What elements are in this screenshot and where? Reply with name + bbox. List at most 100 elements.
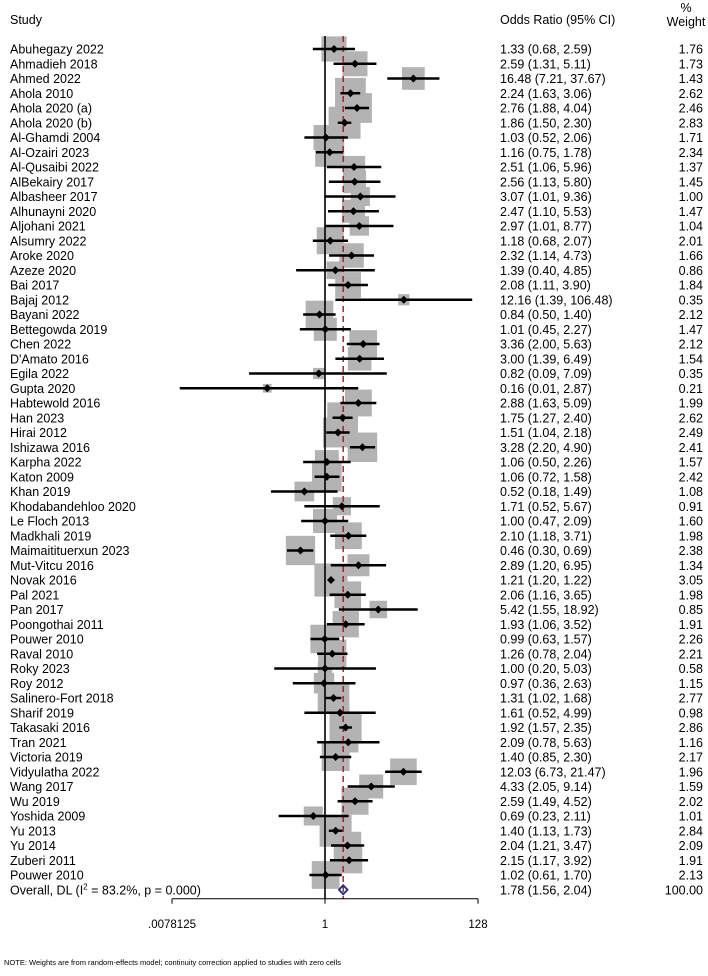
study-ci: 12.03 (6.73, 21.47): [500, 765, 606, 779]
study-ci: 3.07 (1.01, 9.36): [500, 190, 592, 204]
study-name: Han 2023: [10, 411, 64, 425]
study-ci: 0.82 (0.09, 7.09): [500, 367, 592, 381]
x-tick-label: .0078125: [148, 919, 196, 931]
study-ci: 1.92 (1.57, 2.35): [500, 721, 592, 735]
point-estimate: [327, 576, 336, 584]
point-estimate: [331, 753, 340, 761]
point-estimate: [344, 738, 353, 747]
point-estimate: [329, 694, 338, 702]
study-weight: 2.77: [679, 692, 703, 706]
point-estimate: [331, 266, 340, 275]
point-estimate: [353, 104, 362, 112]
study-name: Aljohani 2021: [10, 220, 86, 234]
study-name: Mut-Vitcu 2016: [10, 559, 94, 573]
study-ci: 1.03 (0.52, 2.06): [500, 131, 592, 145]
study-name: Bajaj 2012: [10, 293, 69, 307]
point-estimate: [320, 635, 329, 643]
point-estimate: [358, 443, 367, 452]
point-estimate: [351, 797, 360, 806]
overall-ci: 1.78 (1.56, 2.04): [500, 883, 592, 897]
study-weight: 1.43: [679, 72, 703, 86]
point-estimate: [333, 428, 342, 437]
study-weight: 1.08: [679, 485, 703, 499]
study-weight: 0.86: [679, 264, 703, 278]
study-ci: 0.97 (0.36, 2.63): [500, 677, 592, 691]
study-name: Raval 2010: [10, 647, 73, 661]
study-ci: 2.56 (1.13, 5.80): [500, 175, 592, 189]
study-weight: 1.99: [679, 397, 703, 411]
study-name: Al-Ghamdi 2004: [10, 131, 100, 145]
study-ci: 2.76 (1.88, 4.04): [500, 102, 592, 116]
study-ci: 2.59 (1.49, 4.52): [500, 795, 592, 809]
study-weight: 2.62: [679, 87, 703, 101]
study-name: Bayani 2022: [10, 308, 80, 322]
study-name: Ahmed 2022: [10, 72, 81, 86]
study-name: Zuberi 2011: [10, 854, 76, 868]
study-weight: 2.17: [679, 751, 703, 765]
study-name: Tran 2021: [10, 736, 67, 750]
point-estimate: [263, 384, 272, 393]
study-name: Alsumry 2022: [10, 234, 86, 248]
study-weight: 2.12: [679, 308, 703, 322]
study-weight: 1.98: [679, 588, 703, 602]
point-estimate: [351, 59, 360, 68]
study-ci: 0.52 (0.18, 1.49): [500, 485, 592, 499]
point-estimate: [350, 177, 359, 186]
study-name: Maimaitituerxun 2023: [10, 544, 130, 558]
point-estimate: [347, 251, 356, 260]
point-estimate: [321, 325, 330, 334]
study-weight: 2.02: [679, 795, 703, 809]
study-weight: 2.12: [679, 338, 703, 352]
study-ci: 2.89 (1.20, 6.95): [500, 559, 592, 573]
study-ci: 1.01 (0.45, 2.27): [500, 323, 592, 337]
study-name: Madkhali 2019: [10, 529, 91, 543]
study-name: Al-Ozairi 2023: [10, 146, 89, 160]
study-weight: 1.71: [679, 131, 703, 145]
point-estimate: [322, 472, 331, 481]
study-name: Roy 2012: [10, 677, 64, 691]
study-ci: 0.84 (0.50, 1.40): [500, 308, 592, 322]
header-weight-percent: %: [680, 1, 691, 15]
study-name: Poongothai 2011: [10, 618, 104, 632]
study-ci: 1.00 (0.47, 2.09): [500, 515, 592, 529]
point-estimate: [349, 207, 358, 216]
point-estimate: [309, 812, 318, 820]
point-estimate: [399, 295, 408, 304]
study-weight: 1.91: [679, 854, 703, 868]
study-weight: 1.96: [679, 765, 703, 779]
point-estimate: [331, 826, 340, 835]
study-name: Abuhegazy 2022: [10, 43, 104, 57]
study-name: Ishizawa 2016: [10, 441, 90, 455]
study-weight: 1.45: [679, 175, 703, 189]
study-ci: 4.33 (2.05, 9.14): [500, 780, 592, 794]
study-ci: 2.59 (1.31, 5.11): [500, 57, 591, 71]
point-estimate: [345, 856, 354, 865]
study-weight: 0.98: [679, 706, 703, 720]
header-study: Study: [10, 13, 43, 27]
study-name: Yu 2014: [10, 839, 56, 853]
study-weight: 1.59: [679, 780, 703, 794]
study-name: Yoshida 2009: [10, 810, 85, 824]
study-weight: 1.16: [679, 736, 703, 750]
study-ci: 1.61 (0.52, 4.99): [500, 706, 592, 720]
study-ci: 2.15 (1.17, 3.92): [500, 854, 592, 868]
study-weight: 1.84: [679, 279, 703, 293]
study-weight: 2.09: [679, 839, 703, 853]
header-weight: Weight: [667, 15, 706, 29]
point-estimate: [367, 782, 376, 791]
point-estimate: [329, 45, 338, 53]
study-weight: 2.01: [679, 234, 703, 248]
point-estimate: [354, 399, 363, 407]
study-ci: 1.16 (0.75, 1.78): [500, 146, 592, 160]
study-ci: 1.00 (0.20, 5.03): [500, 662, 592, 676]
study-weight: 2.46: [679, 102, 703, 116]
point-estimate: [321, 133, 330, 142]
study-ci: 2.88 (1.63, 5.09): [500, 397, 592, 411]
point-estimate: [374, 605, 383, 614]
study-name: Azeze 2020: [10, 264, 76, 278]
study-ci: 3.00 (1.39, 6.49): [500, 352, 592, 366]
point-estimate: [346, 89, 355, 98]
point-estimate: [315, 310, 324, 319]
point-estimate: [350, 163, 359, 171]
point-estimate: [336, 708, 345, 717]
